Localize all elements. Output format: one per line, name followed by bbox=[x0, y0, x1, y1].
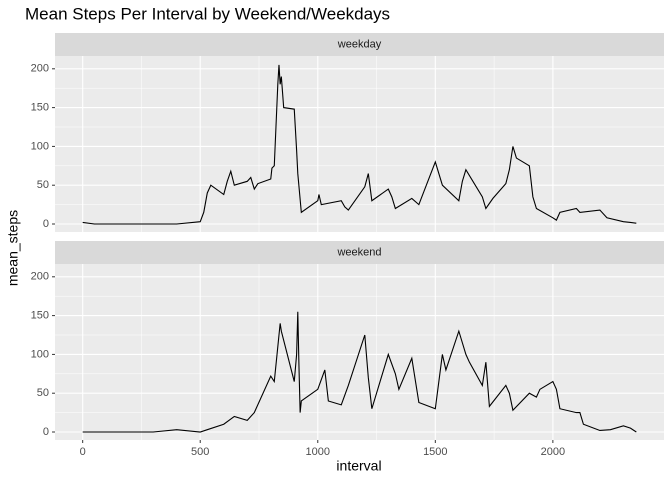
strip bbox=[55, 33, 664, 56]
strip-label: weekday bbox=[337, 38, 382, 50]
chart-title: Mean Steps Per Interval by Weekend/Weekd… bbox=[25, 4, 390, 23]
y-tick-label: 100 bbox=[31, 348, 49, 360]
y-tick-label: 200 bbox=[31, 63, 49, 75]
y-tick-label: 100 bbox=[31, 140, 49, 152]
data-line bbox=[82, 311, 637, 433]
y-tick-label: 200 bbox=[31, 271, 49, 283]
data-line bbox=[82, 64, 637, 225]
y-tick-label: 0 bbox=[43, 426, 49, 438]
x-tick-label: 0 bbox=[80, 446, 86, 458]
y-tick-label: 50 bbox=[37, 179, 49, 191]
strip-label: weekend bbox=[336, 246, 381, 258]
y-axis-label: mean_steps bbox=[5, 210, 21, 286]
strip bbox=[55, 241, 664, 264]
x-tick-label: 500 bbox=[191, 446, 209, 458]
panel-background bbox=[55, 56, 664, 232]
y-tick-label: 0 bbox=[43, 218, 49, 230]
x-axis-label: interval bbox=[336, 458, 381, 474]
y-tick-label: 150 bbox=[31, 102, 49, 114]
x-tick-label: 1000 bbox=[306, 446, 330, 458]
x-tick-label: 2000 bbox=[541, 446, 565, 458]
x-tick-label: 1500 bbox=[423, 446, 447, 458]
y-tick-label: 150 bbox=[31, 310, 49, 322]
y-tick-label: 50 bbox=[37, 387, 49, 399]
